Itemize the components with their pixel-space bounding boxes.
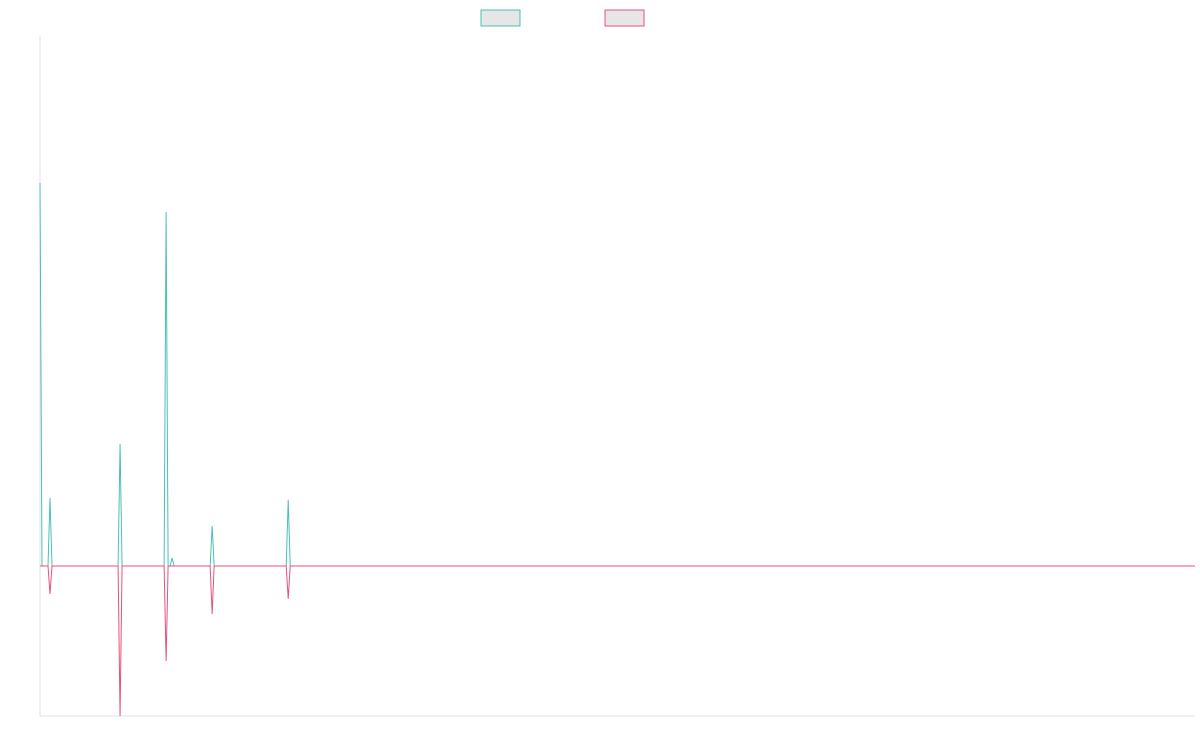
series-line-2 [40, 565, 1195, 717]
series-line-1 [39, 182, 1195, 567]
legend-swatch-1 [480, 9, 521, 27]
legend-swatch-2 [604, 9, 645, 27]
legend [480, 9, 645, 27]
series-layer [39, 182, 1195, 717]
axes [39, 36, 1195, 717]
